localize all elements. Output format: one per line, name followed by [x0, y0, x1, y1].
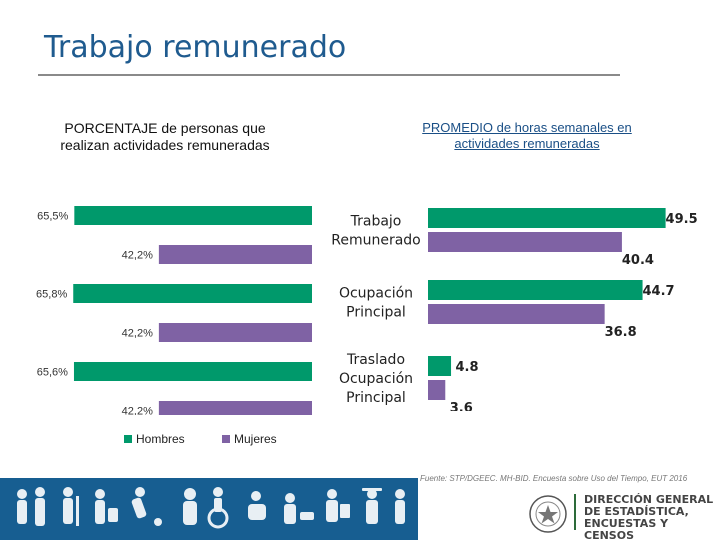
legend-mujeres: Mujeres [222, 432, 277, 446]
legend-hombres: Hombres [124, 432, 185, 446]
cooking-icon [284, 493, 314, 524]
category-label-line: Principal [346, 305, 406, 321]
bar-hombres-2 [73, 284, 313, 303]
wheelchair-icon [207, 487, 229, 529]
bar-mujeres-1 [158, 245, 312, 264]
institution-divider [574, 494, 576, 530]
right-chart-title: PROMEDIO de horas semanales en actividad… [422, 120, 632, 151]
category-label-line: Traslado [346, 352, 405, 368]
elderly-icon [183, 488, 197, 525]
hours-bar-hombres-1 [428, 208, 666, 228]
bar-label-mujeres-3: 42,2% [122, 406, 153, 416]
institution-name: DIRECCIÓN GENERAL DE ESTADÍSTICA, ENCUES… [584, 494, 720, 540]
bar-label-hombres-3: 65,6% [37, 367, 68, 379]
group-icon [395, 489, 405, 524]
hours-bar-hombres-3 [428, 356, 452, 376]
activity-pictograms [17, 487, 405, 529]
category-label-line: Trabajo [350, 214, 402, 230]
bar-mujeres-3 [158, 401, 312, 415]
category-label-3: Traslado Ocupación Principal [339, 352, 413, 406]
institution-line-2: DE ESTADÍSTICA, [584, 505, 689, 518]
bar-label-mujeres-1: 42,2% [122, 250, 153, 262]
hours-bar-hombres-2 [428, 280, 643, 300]
family-icon [17, 487, 45, 526]
category-label-line: Ocupación [339, 286, 413, 302]
legend-label-hombres: Hombres [136, 432, 185, 446]
exercise-icon [131, 487, 162, 526]
source-note: Fuente: STP/DGEEC. MH-BID. Encuesta sobr… [420, 474, 688, 483]
category-label-line: Remunerado [331, 233, 421, 249]
national-seal-logo [529, 495, 567, 533]
page-title: Trabajo remunerado [44, 30, 347, 65]
cleaning-icon [95, 489, 118, 524]
hours-label-mujeres-1: 40.4 [622, 253, 654, 268]
hours-label-hombres-1: 49.5 [666, 212, 698, 227]
left-chart-title: PORCENTAJE de personas que realizan acti… [60, 120, 270, 153]
hours-bar-mujeres-1 [428, 232, 622, 252]
bar-hombres-1 [74, 206, 312, 225]
category-label-line: Ocupación [339, 371, 413, 387]
hours-chart: Trabajo Remunerado 49.5 40.4 Ocupación Princi… [331, 208, 698, 411]
hours-bar-mujeres-3 [428, 380, 446, 400]
care-icon [248, 491, 266, 520]
hours-label-hombres-2: 44.7 [643, 284, 675, 299]
percentage-chart: 65,5% 42,2% 65,8% 42,2% 65,6% 42,2% [36, 206, 313, 416]
bar-label-mujeres-2: 42,2% [122, 328, 153, 340]
farmer-icon [362, 488, 382, 524]
category-label-1: Trabajo Remunerado [331, 214, 421, 249]
institution-line-1: DIRECCIÓN GENERAL [584, 493, 714, 506]
legend-swatch-hombres [124, 435, 132, 443]
hours-bar-mujeres-2 [428, 304, 605, 324]
reading-icon [326, 489, 350, 522]
hours-label-mujeres-3: 3.6 [450, 401, 473, 411]
legend-swatch-mujeres [222, 435, 230, 443]
worker-icon [63, 487, 79, 526]
institution-line-3: ENCUESTAS Y CENSOS [584, 517, 669, 540]
category-label-line: Principal [346, 390, 406, 406]
category-label-2: Ocupación Principal [339, 286, 413, 321]
bar-mujeres-2 [158, 323, 312, 342]
bar-hombres-3 [73, 362, 312, 381]
hours-label-hombres-3: 4.8 [456, 360, 479, 375]
hours-label-mujeres-2: 36.8 [605, 325, 637, 340]
bar-label-hombres-1: 65,5% [37, 211, 68, 223]
legend-label-mujeres: Mujeres [234, 432, 277, 446]
title-divider [38, 74, 620, 76]
bar-label-hombres-2: 65,8% [36, 289, 67, 301]
